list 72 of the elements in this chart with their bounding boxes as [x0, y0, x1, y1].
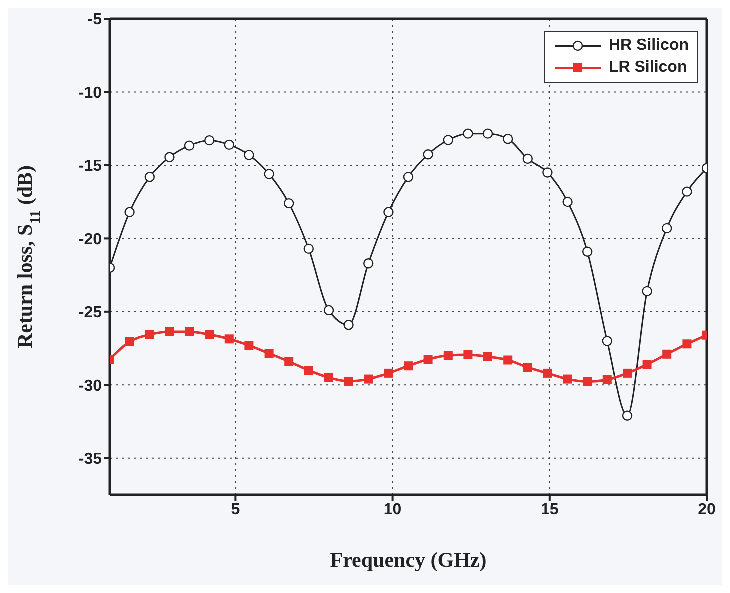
x-tick-label: 5: [231, 501, 240, 518]
point: [562, 196, 573, 208]
point: [483, 352, 492, 362]
point: [662, 350, 672, 359]
point: [563, 374, 572, 384]
point: [424, 355, 433, 364]
point: [363, 258, 374, 269]
point: [144, 172, 156, 182]
x-axis-title: Frequency (GHz): [330, 548, 487, 572]
point: [264, 169, 274, 180]
point: [384, 207, 394, 218]
point: [205, 330, 214, 340]
point: [244, 150, 254, 160]
point: [464, 350, 473, 360]
point: [504, 356, 513, 365]
point: [204, 135, 215, 146]
point: [542, 168, 553, 178]
x-tick-label: 10: [384, 501, 402, 518]
legend-label: HR Silicon: [608, 36, 689, 56]
point: [623, 368, 632, 378]
point: [384, 368, 394, 378]
y-tick-label: -20: [78, 231, 102, 248]
point: [344, 376, 354, 386]
legend-label: LR Silicon: [608, 58, 688, 78]
point: [423, 150, 434, 160]
point: [344, 320, 354, 330]
point: [523, 363, 532, 372]
point: [284, 357, 294, 366]
x-tick-label: 20: [698, 501, 716, 518]
point: [165, 327, 174, 336]
point: [324, 373, 334, 382]
point: [444, 351, 453, 360]
point: [145, 330, 154, 340]
point: [125, 337, 134, 346]
y-tick-label: -10: [78, 84, 102, 102]
point: [682, 340, 692, 349]
point: [284, 198, 294, 209]
point: [543, 368, 552, 378]
point: [682, 186, 692, 197]
point: [602, 375, 612, 384]
point: [403, 172, 414, 182]
point: [582, 246, 593, 257]
point: [404, 362, 413, 371]
point: [164, 152, 175, 163]
point: [264, 349, 274, 358]
point: [642, 360, 652, 370]
point: [443, 135, 454, 146]
point: [124, 207, 135, 218]
point: [583, 377, 592, 386]
point: [244, 341, 254, 350]
point: [642, 286, 652, 297]
point: [184, 140, 195, 151]
x-tick-label: 15: [540, 501, 559, 518]
point: [503, 134, 514, 144]
y-tick-label: -15: [78, 158, 102, 176]
point: [304, 244, 314, 254]
point: [324, 305, 334, 316]
y-tick-label: -30: [78, 378, 102, 395]
point: [602, 336, 612, 346]
y-tick-label: -5: [88, 12, 102, 29]
y-tick-label: -25: [78, 304, 102, 322]
point: [463, 128, 474, 139]
point: [224, 334, 234, 344]
point: [304, 366, 314, 376]
point: [184, 327, 194, 336]
point: [364, 374, 374, 384]
point: [224, 140, 234, 150]
point: [622, 410, 633, 422]
point: [662, 223, 672, 234]
point: [482, 128, 494, 139]
point: [522, 154, 533, 164]
y-tick-label: -35: [78, 451, 102, 468]
